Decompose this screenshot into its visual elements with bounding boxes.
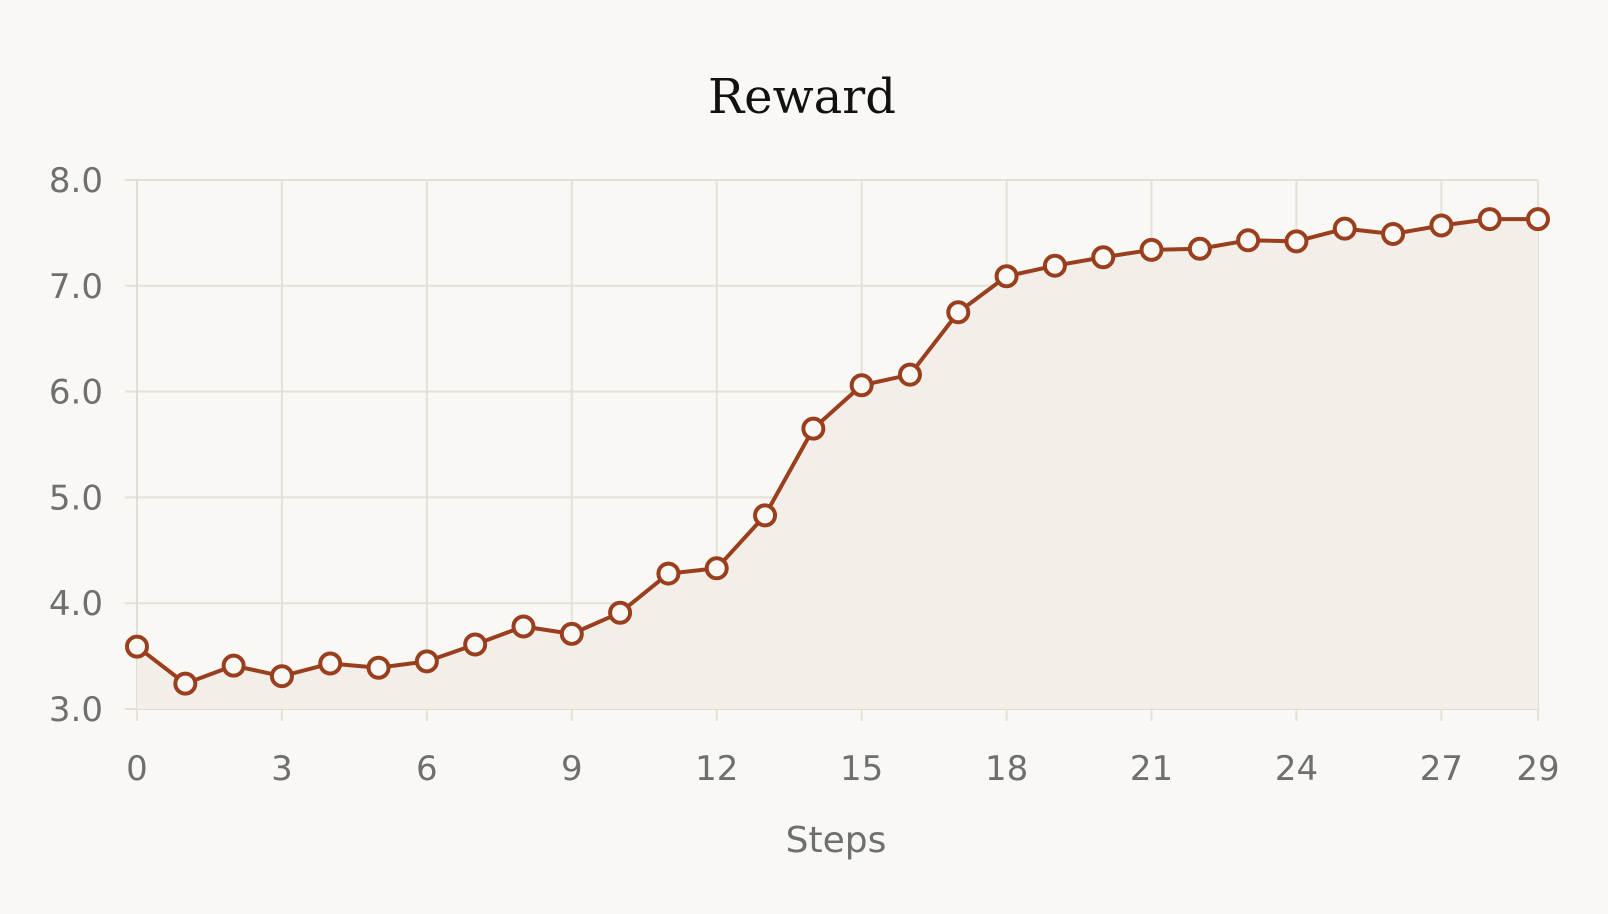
data-point bbox=[559, 621, 584, 646]
data-point bbox=[1332, 216, 1357, 241]
x-tick-label: 0 bbox=[126, 749, 148, 789]
y-tick-label: 6.0 bbox=[49, 373, 103, 413]
x-tick-label: 6 bbox=[416, 749, 438, 789]
x-tick-label: 12 bbox=[695, 749, 738, 789]
x-tick-label: 21 bbox=[1130, 749, 1173, 789]
data-point bbox=[463, 632, 488, 657]
data-point bbox=[1477, 207, 1502, 232]
data-point bbox=[849, 373, 874, 398]
data-point bbox=[511, 614, 536, 639]
y-tick-labels: 3.0 4.0 5.0 6.0 7.0 8.0 bbox=[49, 161, 103, 730]
x-axis-label: Steps bbox=[786, 820, 887, 861]
y-tick-label: 4.0 bbox=[49, 584, 103, 624]
area-layer bbox=[137, 219, 1538, 709]
data-point bbox=[608, 600, 633, 625]
data-point bbox=[946, 300, 971, 325]
data-point bbox=[269, 664, 294, 689]
data-point bbox=[1139, 237, 1164, 262]
data-point bbox=[366, 655, 391, 680]
x-tick-labels: 0 3 6 9 12 15 18 21 24 27 29 bbox=[126, 749, 1559, 789]
data-point bbox=[1042, 253, 1067, 278]
data-point bbox=[1091, 245, 1116, 270]
data-point bbox=[318, 651, 343, 676]
y-tick-label: 3.0 bbox=[49, 690, 103, 730]
x-tick-label: 9 bbox=[561, 749, 583, 789]
data-point bbox=[414, 649, 439, 674]
data-point bbox=[221, 653, 246, 678]
data-point bbox=[173, 671, 198, 696]
data-point bbox=[656, 561, 681, 586]
x-tick-label: 15 bbox=[840, 749, 883, 789]
x-tick-label: 18 bbox=[985, 749, 1028, 789]
data-point bbox=[1187, 236, 1212, 261]
x-tick-label: 3 bbox=[271, 749, 293, 789]
chart-title: Reward bbox=[708, 69, 896, 125]
data-point bbox=[1526, 207, 1550, 232]
data-point bbox=[1381, 221, 1406, 246]
data-point bbox=[753, 503, 778, 528]
series-area bbox=[137, 219, 1538, 709]
x-tick-label: 24 bbox=[1275, 749, 1318, 789]
y-tick-label: 5.0 bbox=[49, 478, 103, 518]
data-point bbox=[897, 362, 922, 387]
data-point bbox=[125, 634, 149, 659]
points-layer bbox=[125, 207, 1550, 696]
data-point bbox=[994, 264, 1019, 289]
data-point bbox=[1284, 229, 1309, 254]
y-tick-label: 7.0 bbox=[49, 267, 103, 307]
x-tick-label: 29 bbox=[1516, 749, 1559, 789]
data-point bbox=[1429, 213, 1454, 238]
data-point bbox=[801, 416, 826, 441]
y-tick-label: 8.0 bbox=[49, 161, 103, 201]
x-tick-label: 27 bbox=[1420, 749, 1463, 789]
data-point bbox=[704, 556, 729, 581]
data-point bbox=[1236, 228, 1261, 253]
